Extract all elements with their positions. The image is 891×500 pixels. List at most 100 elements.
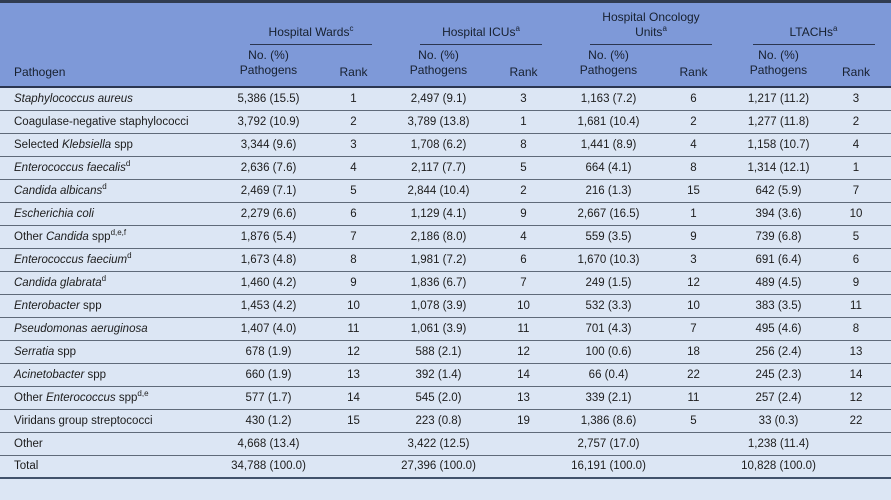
rank-cell: 10 xyxy=(311,293,396,317)
count-percent-cell: 2,636 (7.6) xyxy=(226,155,311,179)
rank-cell: 18 xyxy=(651,339,736,363)
count-percent-cell: 394 (3.6) xyxy=(736,201,821,225)
column-group-row: Pathogen Hospital Wardsc Hospital ICUsa … xyxy=(0,3,891,88)
rank-cell: 11 xyxy=(311,316,396,340)
count-percent-cell: 1,670 (10.3) xyxy=(566,247,651,271)
rank-cell: 4 xyxy=(651,132,736,156)
pathogen-column-header: Pathogen xyxy=(0,3,226,88)
count-percent-cell: 1,078 (3.9) xyxy=(396,293,481,317)
rank-cell: 12 xyxy=(481,339,566,363)
table-row: Enterococcus faecalisd 2,636 (7.6) 4 2,117 … xyxy=(0,155,891,179)
count-percent-cell: 489 (4.5) xyxy=(736,270,821,294)
count-percent-cell: 678 (1.9) xyxy=(226,339,311,363)
count-percent-cell: 642 (5.9) xyxy=(736,178,821,202)
footnote-marker: d xyxy=(127,250,132,260)
rank-cell xyxy=(651,454,736,479)
rank-cell: 15 xyxy=(651,178,736,202)
group-title-ltachs: LTACHsa xyxy=(752,24,875,45)
footnote-marker: a xyxy=(662,24,667,33)
rank-cell: 7 xyxy=(821,178,891,202)
rank-cell: 4 xyxy=(821,132,891,156)
table-row: Serratia spp 678 (1.9) 12 588 (2.1) 12 100 (0… xyxy=(0,339,891,363)
rank-cell: 2 xyxy=(651,109,736,133)
rank-cell: 5 xyxy=(311,178,396,202)
rank-cell: 1 xyxy=(481,109,566,133)
rank-cell xyxy=(481,454,566,479)
rank-cell: 5 xyxy=(481,155,566,179)
table-row: Candida glabratad 1,460 (4.2) 9 1,836 (6.7)… xyxy=(0,270,891,294)
count-percent-cell: 2,117 (7.7) xyxy=(396,155,481,179)
pathogen-rank-table-wrap: Pathogen Hospital Wardsc Hospital ICUsa … xyxy=(0,0,891,479)
count-percent-cell: 2,667 (16.5) xyxy=(566,201,651,225)
table-row: Other 4,668 (13.4) 3,422 (12.5) 2,757 (17.0… xyxy=(0,431,891,455)
count-percent-cell: 1,061 (3.9) xyxy=(396,316,481,340)
count-percent-cell: 34,788 (100.0) xyxy=(226,454,311,479)
rank-cell: 5 xyxy=(821,224,891,248)
rank-cell: 11 xyxy=(651,385,736,409)
footnote-marker: d xyxy=(125,158,131,168)
count-percent-cell: 2,497 (9.1) xyxy=(396,87,481,110)
count-percent-cell: 2,279 (6.6) xyxy=(226,201,311,225)
table-row: Staphylococcus aureus 5,386 (15.5) 1 2,497 … xyxy=(0,87,891,110)
count-percent-cell: 588 (2.1) xyxy=(396,339,481,363)
rank-cell: 11 xyxy=(821,293,891,317)
rank-cell: 3 xyxy=(481,87,566,110)
rank-cell: 9 xyxy=(311,270,396,294)
count-percent-cell: 532 (3.3) xyxy=(566,293,651,317)
rank-cell xyxy=(311,454,396,479)
pathogen-name-cell: Acinetobacter spp xyxy=(0,362,226,386)
rank-cell: 8 xyxy=(821,316,891,340)
footnote-marker: a xyxy=(515,24,520,33)
pathogen-name-cell: Total xyxy=(0,454,226,479)
rank-cell: 8 xyxy=(481,132,566,156)
count-percent-cell: 1,386 (8.6) xyxy=(566,408,651,432)
pathogen-name-cell: Coagulase-negative staphylococci xyxy=(0,109,226,133)
rank-cell: 4 xyxy=(481,224,566,248)
rank-cell: 4 xyxy=(311,155,396,179)
count-percent-cell: 664 (4.1) xyxy=(566,155,651,179)
pathogen-name-cell: Escherichia coli xyxy=(0,201,226,225)
table-header: Pathogen Hospital Wardsc Hospital ICUsa … xyxy=(0,3,891,88)
count-percent-cell: 2,844 (10.4) xyxy=(396,178,481,202)
col-header-ltachs-count: No. (%) Pathogens xyxy=(736,45,821,88)
pathogen-name-cell: Viridans group streptococci xyxy=(0,408,226,432)
count-percent-cell: 3,792 (10.9) xyxy=(226,109,311,133)
column-group-hospital-wards: Hospital Wardsc xyxy=(226,3,396,45)
rank-cell: 9 xyxy=(481,201,566,225)
rank-cell: 1 xyxy=(821,155,891,179)
rank-cell: 13 xyxy=(311,362,396,386)
sub-header-row: No. (%) Pathogens Rank No. (%) Pathogens… xyxy=(0,45,891,88)
count-percent-cell: 1,129 (4.1) xyxy=(396,201,481,225)
pathogen-name-cell: Enterobacter spp xyxy=(0,293,226,317)
rank-cell: 13 xyxy=(821,339,891,363)
pathogen-name-cell: Candida albicansd xyxy=(0,178,226,202)
count-percent-cell: 1,441 (8.9) xyxy=(566,132,651,156)
count-percent-cell: 3,344 (9.6) xyxy=(226,132,311,156)
count-percent-cell: 545 (2.0) xyxy=(396,385,481,409)
rank-cell: 14 xyxy=(311,385,396,409)
count-percent-cell: 1,314 (12.1) xyxy=(736,155,821,179)
table-row: Enterococcus faeciumd 1,673 (4.8) 8 1,981 (… xyxy=(0,247,891,271)
rank-cell: 10 xyxy=(481,293,566,317)
rank-cell: 3 xyxy=(821,87,891,110)
footnote-marker: d xyxy=(101,273,107,283)
count-percent-cell: 691 (6.4) xyxy=(736,247,821,271)
count-percent-cell: 559 (3.5) xyxy=(566,224,651,248)
table-row: Other Candida sppd,e,f 1,876 (5.4) 7 2,186 … xyxy=(0,224,891,248)
rank-cell: 12 xyxy=(651,270,736,294)
footnote-marker: a xyxy=(833,24,838,33)
count-percent-cell: 1,158 (10.7) xyxy=(736,132,821,156)
count-percent-cell: 339 (2.1) xyxy=(566,385,651,409)
count-percent-cell: 2,469 (7.1) xyxy=(226,178,311,202)
column-group-oncology-units: Hospital Oncology Unitsa xyxy=(566,3,736,45)
count-percent-cell: 5,386 (15.5) xyxy=(226,87,311,110)
count-percent-cell: 383 (3.5) xyxy=(736,293,821,317)
rank-cell: 7 xyxy=(651,316,736,340)
table-body: Staphylococcus aureus 5,386 (15.5) 1 2,497 … xyxy=(0,87,891,479)
rank-cell: 11 xyxy=(481,316,566,340)
table-row: Other Enterococcus sppd,e 577 (1.7) 14 545 … xyxy=(0,385,891,409)
rank-cell xyxy=(651,431,736,455)
rank-cell: 14 xyxy=(481,362,566,386)
pathogen-rank-table: Pathogen Hospital Wardsc Hospital ICUsa … xyxy=(0,3,891,479)
table-row: Viridans group streptococci 430 (1.2) 15 22… xyxy=(0,408,891,432)
